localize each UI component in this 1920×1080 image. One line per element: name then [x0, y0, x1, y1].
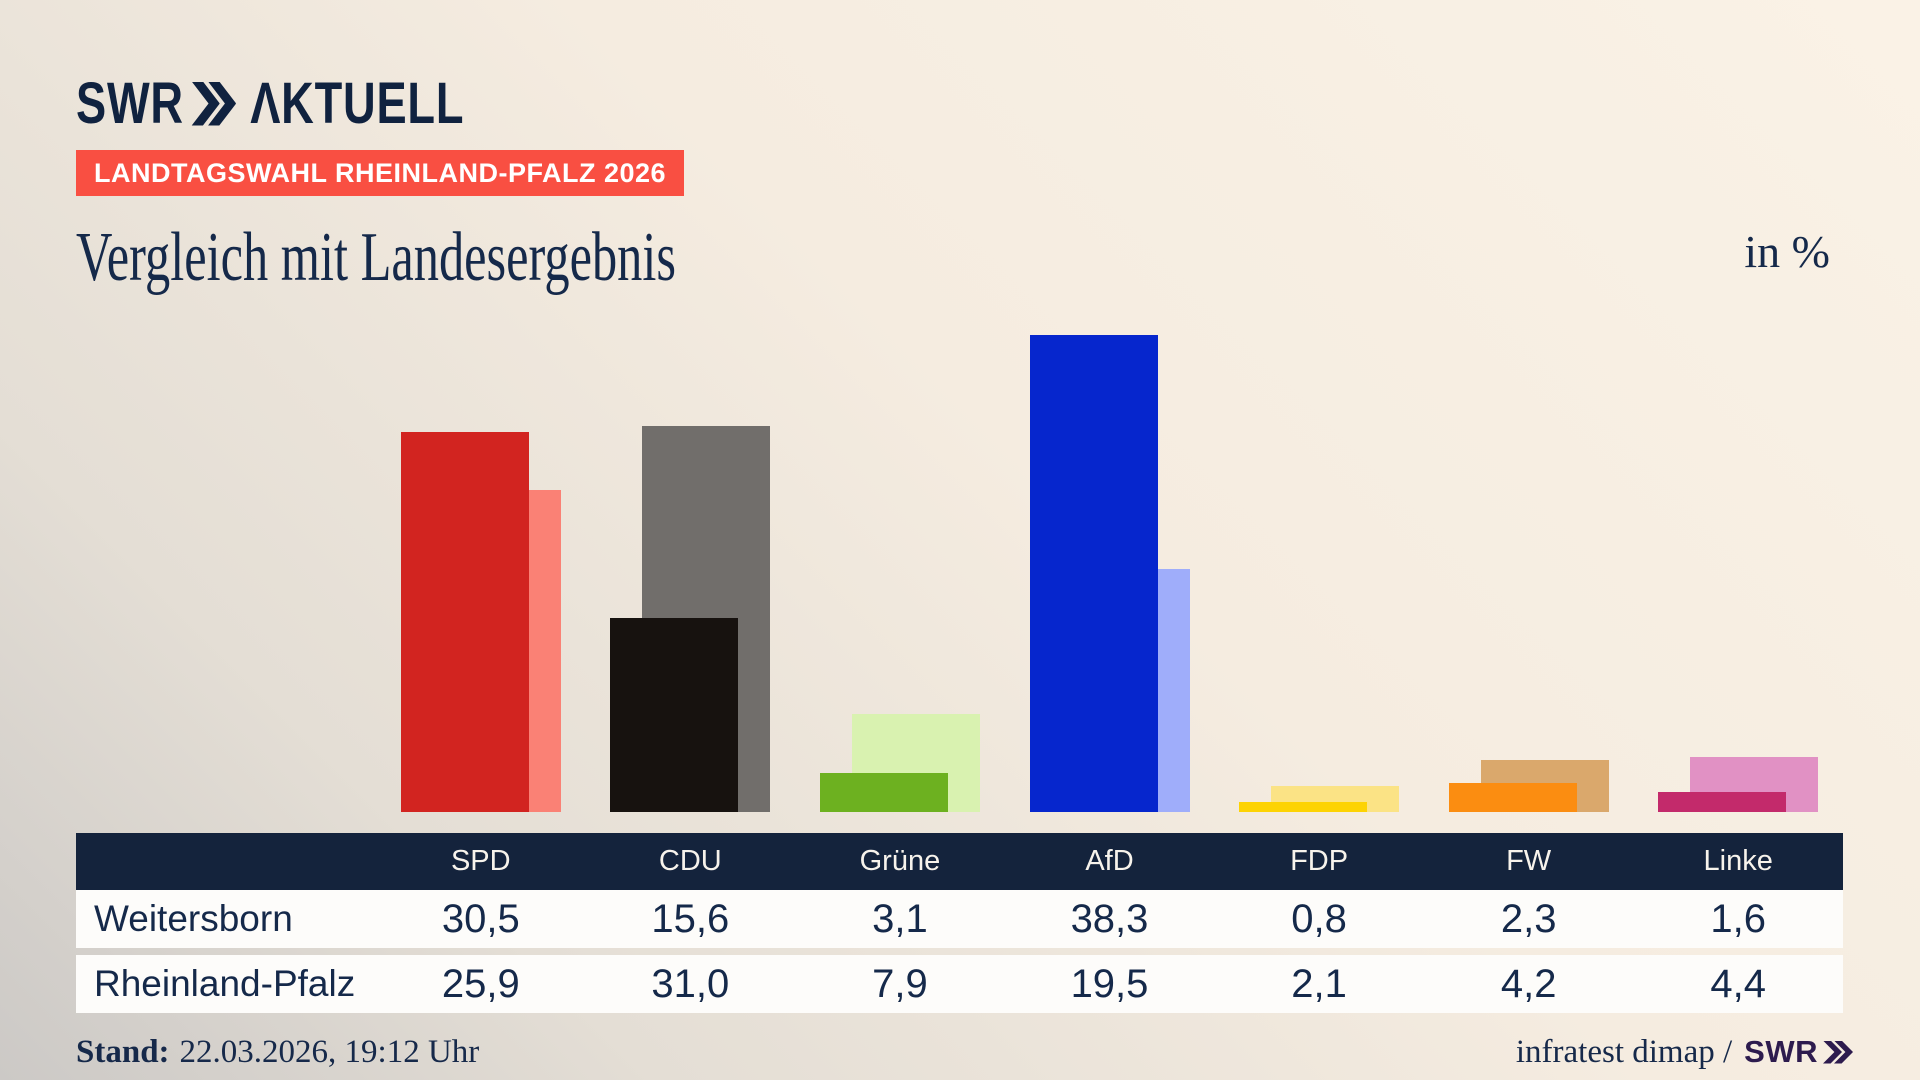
source-text: infratest dimap / [1515, 1034, 1733, 1070]
table-row: Weitersborn 30,5 15,6 3,1 38,3 0,8 2,3 1… [76, 890, 1843, 948]
status-timestamp: Stand: 22.03.2026, 19:12 Uhr [76, 1032, 479, 1072]
source-brand-text: SWR [1744, 1034, 1818, 1069]
result-value: 1,6 [1710, 897, 1766, 941]
table-header-empty [76, 833, 376, 890]
source-credit: infratest dimap / SWR [1516, 1032, 1853, 1072]
table-header-party: AfD [1085, 845, 1134, 877]
table-header-row: SPD CDU Grüne AfD FDP FW Linke [76, 833, 1843, 890]
result-value: 25,9 [441, 962, 520, 1006]
stand-value: 22.03.2026, 19:12 Uhr [179, 1034, 480, 1070]
table-header-party: FDP [1290, 845, 1349, 877]
election-badge: LANDTAGSWAHL RHEINLAND-PFALZ 2026 [76, 150, 685, 196]
table-header-party: Grüne [859, 845, 941, 877]
result-value: 4,2 [1500, 962, 1557, 1006]
result-value: 30,5 [441, 897, 520, 941]
row-label: Weitersborn [94, 898, 293, 939]
table-row: Rheinland-Pfalz 25,9 31,0 7,9 19,5 2,1 4… [76, 955, 1843, 1013]
result-value: 38,3 [1070, 897, 1149, 941]
result-value: 19,5 [1070, 962, 1149, 1006]
stand-label: Stand: [76, 1034, 170, 1070]
result-value: 31,0 [651, 962, 730, 1006]
table-header-party: FW [1506, 845, 1552, 877]
table-header-party: SPD [450, 845, 511, 877]
result-value: 3,1 [872, 897, 928, 941]
bar-weitersborn-cdu [610, 617, 739, 812]
results-table: SPD CDU Grüne AfD FDP FW Linke Weitersbo… [76, 833, 1843, 1013]
result-value: 2,3 [1500, 897, 1557, 941]
row-label: Rheinland-Pfalz [94, 963, 356, 1004]
table-header-party: Linke [1703, 845, 1773, 877]
bar-weitersborn-fdp [1239, 802, 1368, 812]
table-header-party: CDU [658, 845, 722, 877]
result-value: 0,8 [1291, 897, 1347, 941]
unit-label: in % [1744, 226, 1830, 277]
page-title: Vergleich mit Landesergebnis [76, 219, 676, 296]
bar-weitersborn-linke [1658, 792, 1787, 812]
swr-aktuell-logo: SWR ΛKTUELL [76, 70, 464, 137]
bar-weitersborn-spd [400, 432, 529, 812]
bar-weitersborn-fw [1448, 783, 1577, 812]
logo-product-text: ΛKTUELL [250, 71, 465, 136]
result-value: 15,6 [651, 897, 730, 941]
bar-weitersborn-afd [1029, 335, 1158, 812]
bar-weitersborn-grüne [819, 773, 948, 812]
result-value: 4,4 [1710, 962, 1766, 1006]
logo-brand-text: SWR [76, 71, 184, 136]
swr-logo-small: SWR [1744, 1032, 1853, 1072]
result-value: 2,1 [1291, 962, 1347, 1006]
result-value: 7,9 [872, 962, 928, 1006]
